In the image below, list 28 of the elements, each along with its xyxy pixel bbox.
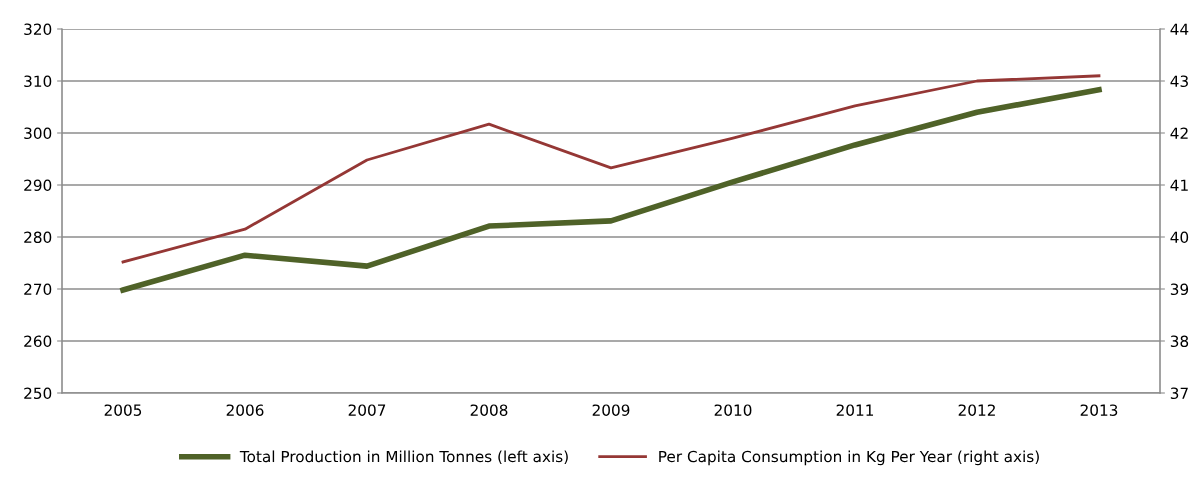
- x-tick-label: 2007: [348, 404, 386, 416]
- y-tick-label: 250: [24, 387, 52, 400]
- y-tick-label: 320: [24, 23, 52, 36]
- y2-tick-label: 44: [1170, 23, 1189, 35]
- y2-tick-label: 37: [1170, 387, 1188, 400]
- y2-tick-label: 39: [1170, 283, 1189, 296]
- y2-tick-label: 43: [1170, 75, 1188, 88]
- line-series: [121, 74, 1101, 264]
- y-tick-label: 280: [24, 231, 52, 244]
- y-tick-label: 310: [24, 75, 52, 88]
- y2-tick-label: 38: [1170, 335, 1189, 348]
- x-tick-label: 2006: [226, 404, 264, 416]
- x-tick-label: 2013: [1080, 404, 1118, 416]
- y2-tick-label: 40: [1170, 231, 1189, 244]
- y2-tick-label: 41: [1170, 179, 1188, 191]
- y-tick-label: 300: [24, 127, 52, 140]
- x-tick-label: 2011: [836, 404, 874, 416]
- x-tick-label: 2008: [470, 404, 508, 416]
- y-tick-label: 260: [24, 335, 52, 348]
- x-tick-label: 2010: [714, 404, 752, 416]
- y2-tick-label: 42: [1170, 127, 1188, 139]
- legend-label: Total Production in Million Tonnes (left axis): [239, 450, 568, 465]
- legend-label: Per Capita Consumption in Kg Per Year (right axis): [659, 450, 1039, 466]
- x-tick-label: 2009: [592, 404, 630, 416]
- y-tick-label: 270: [24, 283, 52, 296]
- x-tick-label: 2005: [104, 404, 142, 416]
- x-tick-label: 2012: [958, 404, 995, 416]
- y-tick-label: 290: [24, 179, 52, 192]
